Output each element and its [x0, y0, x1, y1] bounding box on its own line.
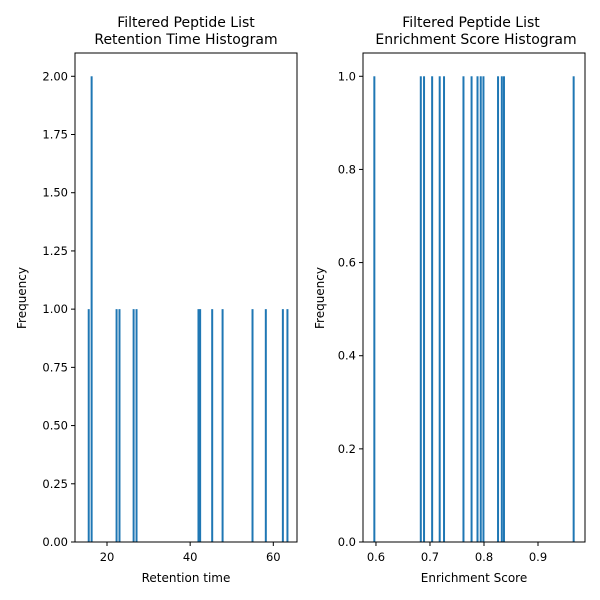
histogram-bar: [281, 309, 284, 542]
y-ticks: 0.0 0.2 0.4 0.6 0.8 1.0: [338, 69, 363, 549]
x-tick-label: 0.6: [367, 550, 385, 564]
histogram-bar: [423, 76, 426, 543]
y-tick-label: 0.8: [338, 162, 356, 176]
histogram-bar: [197, 309, 200, 542]
y-tick-label: 0.4: [338, 349, 356, 363]
x-axis-label: Enrichment Score: [421, 571, 527, 585]
histogram-bar: [199, 309, 202, 542]
histogram-bar: [118, 309, 121, 542]
y-tick-label: 0.6: [338, 256, 356, 270]
histogram-bar: [470, 76, 473, 543]
x-axis-label: Retention time: [142, 571, 231, 585]
x-tick-label: 0.8: [475, 550, 493, 564]
plot-frame: [362, 52, 586, 543]
histogram-bar: [90, 76, 93, 543]
y-tick-label: 0.50: [42, 419, 68, 433]
y-tick-label: 2.00: [42, 69, 68, 83]
histogram-bar: [251, 309, 254, 542]
chart-title-line-2: Retention Time Histogram: [94, 32, 277, 48]
histogram-bar: [479, 76, 482, 543]
enrichment-score-histogram: Filtered Peptide List Enrichment Score H…: [313, 15, 586, 585]
y-tick-label: 0.75: [42, 360, 68, 374]
x-tick-label: 0.9: [529, 550, 547, 564]
plot-frame: [74, 52, 298, 543]
y-tick-label: 0.25: [42, 477, 68, 491]
x-tick-label: 60: [266, 550, 281, 564]
x-ticks: 0.6 0.7 0.8 0.9: [367, 542, 547, 564]
x-ticks: 20 40 60: [100, 542, 281, 564]
chart-title-line-1: Filtered Peptide List: [117, 15, 255, 31]
y-axis-label: Frequency: [313, 267, 327, 329]
histogram-bar: [500, 76, 503, 543]
histogram-bar: [502, 76, 505, 543]
histogram-bar: [115, 309, 118, 542]
y-tick-label: 1.25: [42, 244, 68, 258]
retention-time-histogram: Filtered Peptide List Retention Time His…: [15, 15, 298, 585]
histogram-bar: [443, 76, 446, 543]
chart-title-line-1: Filtered Peptide List: [402, 15, 540, 31]
histogram-bar: [221, 309, 224, 542]
histogram-bar: [373, 76, 376, 543]
y-tick-label: 1.0: [338, 69, 356, 83]
y-tick-label: 0.00: [42, 535, 68, 549]
y-tick-label: 0.2: [338, 442, 356, 456]
bars-group: [87, 76, 289, 543]
histogram-bar: [286, 309, 289, 542]
y-tick-label: 0.0: [338, 535, 356, 549]
bars-group: [373, 76, 575, 543]
histogram-bar: [264, 309, 267, 542]
histogram-bar: [476, 76, 479, 543]
histogram-bar: [87, 309, 90, 542]
histogram-bar: [135, 309, 138, 542]
y-tick-label: 1.75: [42, 128, 68, 142]
x-tick-label: 20: [100, 550, 115, 564]
histogram-bar: [462, 76, 465, 543]
y-axis-label: Frequency: [15, 267, 29, 329]
y-tick-label: 1.00: [42, 302, 68, 316]
x-tick-label: 0.7: [421, 550, 439, 564]
histogram-bar: [482, 76, 485, 543]
histogram-bar: [438, 76, 441, 543]
y-tick-label: 1.50: [42, 186, 68, 200]
histogram-bar: [132, 309, 135, 542]
histogram-bar: [497, 76, 500, 543]
histogram-bar: [419, 76, 422, 543]
histogram-bar: [572, 76, 575, 543]
x-tick-label: 40: [183, 550, 198, 564]
chart-title-line-2: Enrichment Score Histogram: [375, 32, 576, 48]
y-ticks: 0.00 0.25 0.50 0.75 1.00 1.25 1.50 1.75 2.00: [42, 69, 75, 549]
histogram-bar: [211, 309, 214, 542]
histogram-bar: [431, 76, 434, 543]
